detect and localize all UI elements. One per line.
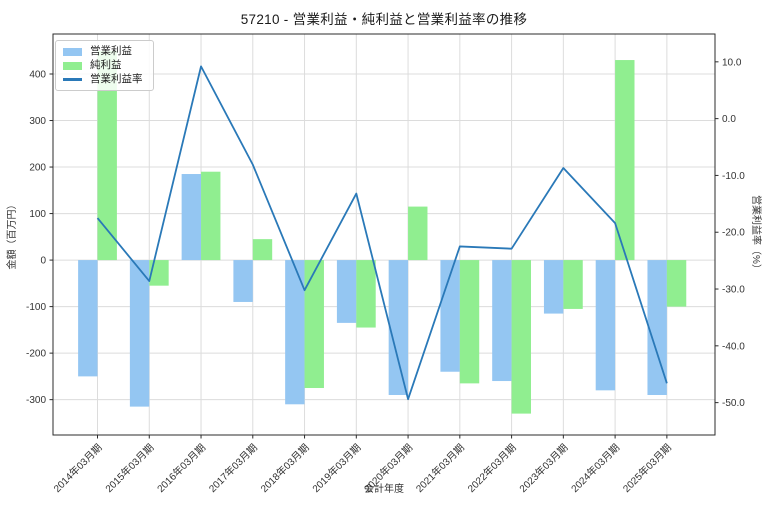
- x-tick-label: 2018年03月期: [258, 441, 312, 495]
- x-tick-label: 2019年03月期: [309, 441, 363, 495]
- y-tick-label-left: -200: [26, 349, 46, 360]
- legend-label-operating-profit: 営業利益: [90, 45, 132, 57]
- bar: [252, 239, 273, 261]
- x-tick-label: 2017年03月期: [206, 441, 260, 495]
- y-tick-label-right: -40.0: [722, 341, 745, 352]
- bars-純利益: [97, 50, 687, 414]
- x-tick-label: 2021年03月期: [413, 441, 467, 495]
- y-tick-label-right: -20.0: [722, 228, 745, 239]
- x-tick-label: 2016年03月期: [154, 441, 208, 495]
- bar: [511, 260, 531, 414]
- bars-営業利益: [78, 174, 667, 407]
- plot-border: [52, 33, 716, 436]
- y-tick-label-right: -10.0: [722, 171, 745, 182]
- y-tick-label-right: 0.0: [722, 114, 736, 125]
- x-tick-label: 2024年03月期: [568, 441, 622, 495]
- legend-swatch-profit-margin: [63, 78, 82, 81]
- bar: [666, 260, 687, 307]
- bar: [304, 260, 324, 389]
- bar: [388, 260, 409, 395]
- x-tick-label: 2025年03月期: [620, 441, 674, 495]
- bar: [647, 260, 667, 395]
- legend: 営業利益 純利益 営業利益率: [55, 40, 154, 91]
- x-tick-label: 2015年03月期: [102, 441, 156, 495]
- y-tick-label-right: -30.0: [722, 285, 745, 296]
- bar: [615, 60, 635, 261]
- y-tick-label-left: -300: [26, 395, 46, 406]
- bar: [459, 260, 480, 384]
- legend-swatch-net-profit: [63, 61, 82, 70]
- bar: [97, 50, 117, 261]
- bar: [408, 206, 428, 261]
- bar: [543, 260, 564, 314]
- y-tick-label-left: 100: [29, 209, 46, 220]
- axis-titles: 金額（百万円）: [5, 200, 18, 270]
- y-axis-right: 10.0 0.0 -10.0 -20.0 -30.0 -40.0 -50.0: [715, 57, 745, 409]
- bar: [201, 171, 221, 261]
- bar: [563, 260, 583, 309]
- bar: [149, 260, 169, 286]
- legend-item-profit-margin: 営業利益率: [63, 74, 143, 85]
- x-axis-title: 会計年度: [364, 482, 404, 495]
- y-tick-label-left: 200: [29, 163, 46, 174]
- y-tick-label-left: 300: [29, 116, 46, 127]
- y-tick-label-right: -50.0: [722, 398, 745, 409]
- legend-item-operating-profit: 営業利益: [63, 46, 143, 57]
- bar: [356, 260, 376, 328]
- legend-label-net-profit: 純利益: [90, 59, 122, 71]
- bar: [181, 174, 202, 261]
- x-axis-title-group: 会計年度: [364, 482, 404, 495]
- bar: [78, 260, 98, 377]
- legend-swatch-operating-profit: [63, 47, 82, 56]
- x-tick-label: 2022年03月期: [465, 441, 519, 495]
- y-axis-left: 400 300 200 100 0 -100 -200 -300: [26, 70, 53, 406]
- profit-margin-line: [96, 65, 668, 401]
- bar: [129, 260, 150, 407]
- y-tick-label-left: 0: [40, 256, 46, 267]
- line-series: [96, 65, 668, 401]
- y-tick-label-left: -100: [26, 302, 46, 313]
- y-tick-label-right: 10.0: [722, 57, 742, 68]
- chart-title: 57210 - 営業利益・純利益と営業利益率の推移: [240, 12, 528, 27]
- bar: [285, 260, 305, 405]
- legend-label-profit-margin: 営業利益率: [90, 73, 143, 85]
- y-axis-title-right: 営業利益率（%）: [750, 195, 763, 274]
- bar: [233, 260, 253, 302]
- legend-item-net-profit: 純利益: [63, 60, 143, 71]
- y-axis-title-left: 金額（百万円）: [5, 200, 18, 270]
- x-tick-label: 2014年03月期: [51, 441, 105, 495]
- y-tick-label-left: 400: [29, 70, 46, 81]
- x-tick-label: 2023年03月期: [516, 441, 570, 495]
- bar: [336, 260, 357, 323]
- axis-titles-right: 営業利益率（%）: [750, 195, 763, 274]
- bar: [595, 260, 616, 391]
- bar: [492, 260, 512, 382]
- x-axis: 2014年03月期 2015年03月期 2016年03月期 2017年03月期 2018…: [51, 435, 674, 495]
